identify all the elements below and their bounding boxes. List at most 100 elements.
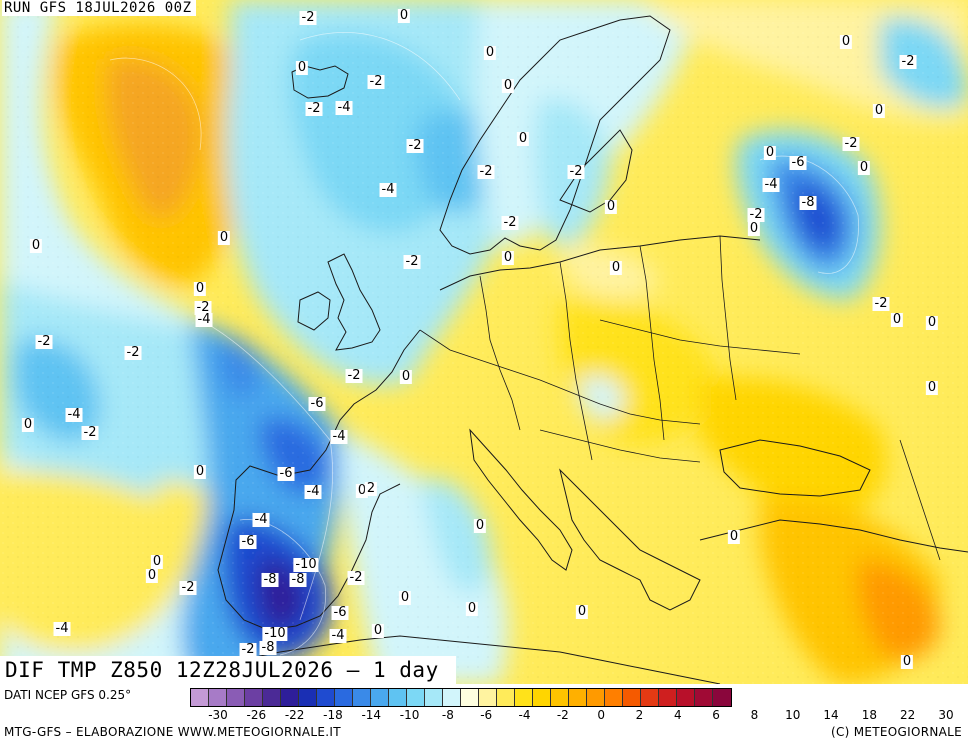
colorbar-tick-label: -14 [361,708,382,722]
colorbar-tick-label: 0 [597,708,605,722]
isoline-label: -8 [799,195,817,210]
isoline-label: -2 [345,368,363,383]
colorbar-tick-label: 10 [785,708,801,722]
isoline-label: -4 [379,182,397,197]
isoline-label: 0 [398,590,412,605]
colorbar-swatch [389,689,407,706]
colorbar-tick-label: 8 [750,708,759,722]
colorbar-swatch [371,689,389,706]
isoline-label: -8 [289,572,307,587]
colorbar-tick-label: -10 [399,708,420,722]
isoline-label: 0 [371,623,385,638]
isoline-label: -6 [331,605,349,620]
isoline-label: -6 [239,534,257,549]
isoline-label: 0 [397,8,411,23]
isoline-label: 0 [193,281,207,296]
isoline-label: -4 [53,621,71,636]
colorbar-tick-label: 18 [861,708,877,722]
isoline-label: -2 [477,164,495,179]
isoline-label: 0 [295,60,309,75]
isoline-label: 0 [217,230,231,245]
isoline-label: 0 [900,654,914,669]
colorbar-tick-label: 2 [635,708,644,722]
colorbar-tick-label: -26 [246,708,267,722]
isoline-label: -2 [406,138,424,153]
colorbar-swatch [551,689,569,706]
isoline-label: 0 [473,518,487,533]
isoline-label: 0 [150,554,164,569]
colorbar-swatch [713,689,731,706]
isoline-label: -6 [308,396,326,411]
isoline-label: -2 [239,642,257,657]
colorbar-swatch [569,689,587,706]
isoline-label: 0 [857,160,871,175]
isoline-label: -4 [329,628,347,643]
colorbar-ticks: -30 -26 -22 -18 -14 -10 -8 -6 -4 -2 0 2 4 6 8 10 14 18 22 3… [190,708,966,722]
colorbar-swatch [353,689,371,706]
colorbar-swatch [281,689,299,706]
isoline-label: -10 [293,557,319,572]
isoline-label: -8 [261,572,279,587]
isoline-label: -4 [195,312,213,327]
colorbar-tick-label: 14 [823,708,839,722]
isoline-label: -4 [65,407,83,422]
isoline-label: 0 [604,199,618,214]
isoline-label: -6 [789,155,807,170]
colorbar-tick-label: 4 [673,708,682,722]
credits-right: (C) METEOGIORNALE [830,725,962,739]
colorbar-swatch [443,689,461,706]
colorbar-tick-label: 6 [712,708,720,722]
colorbar-swatch [191,689,209,706]
isoline-label: 2 [364,481,378,496]
colorbar-tick-label: -6 [480,708,493,722]
isoline-label: -4 [762,177,780,192]
isoline-label: 0 [890,312,904,327]
colorbar-swatch [587,689,605,706]
isoline-label: 0 [609,260,623,275]
isoline-label: 0 [501,250,515,265]
isoline-label: -8 [259,640,277,655]
colorbar-tick-label: -18 [323,708,343,722]
colorbar-swatch [605,689,623,706]
isoline-label: 0 [399,369,413,384]
isoline-label: -2 [367,74,385,89]
colorbar-swatch [461,689,479,706]
isoline-label: -2 [124,345,142,360]
colorbar-swatch [641,689,659,706]
run-title: RUN GFS 18JUL2026 00Z [2,0,196,16]
colorbar-tick-label: 22 [900,708,916,722]
isoline-label: -2 [305,101,323,116]
isoline-label: 0 [747,221,761,236]
data-source: DATI NCEP GFS 0.25° [4,688,132,702]
colorbar-swatch [335,689,353,706]
colorbar-swatch [245,689,263,706]
colorbar-swatch [407,689,425,706]
isoline-label: -4 [304,484,322,499]
isoline-label: 0 [839,34,853,49]
field-title: DIF TMP Z850 12Z28JUL2026 – 1 day [0,656,456,684]
isoline-label: -2 [501,215,519,230]
colorbar-swatch [317,689,335,706]
colorbar-swatch [659,689,677,706]
coastlines [199,15,968,684]
colorbar-swatch [263,689,281,706]
isoline-label: -4 [252,512,270,527]
isoline-label: 0 [763,145,777,160]
colorbar-swatch [299,689,317,706]
isoline-label: -6 [277,466,295,481]
isoline-label: -2 [194,300,212,315]
isoline-label: 0 [483,45,497,60]
colorbar-swatch [209,689,227,706]
isoline-label: -2 [747,207,765,222]
colorbar [190,688,732,707]
isoline-label: 0 [516,131,530,146]
isoline-label: -2 [842,136,860,151]
isoline-label: -10 [262,626,288,641]
colorbar-tick-label: -30 [208,708,228,722]
isoline-label: -2 [347,570,365,585]
isoline-label: 0 [872,103,886,118]
isoline-label: -4 [330,429,348,444]
isoline-label: 0 [193,464,207,479]
colorbar-swatch [515,689,533,706]
